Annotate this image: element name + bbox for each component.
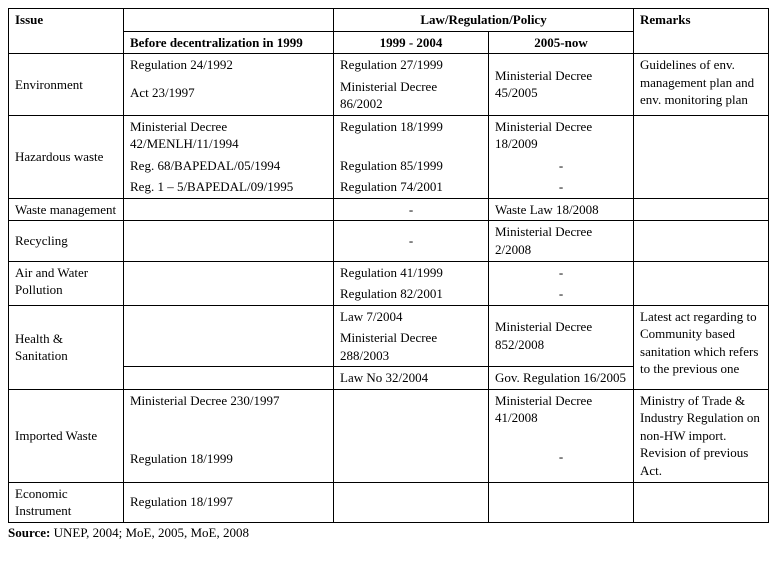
rec-mid: - xyxy=(334,221,489,261)
header-blank-before xyxy=(124,9,334,32)
ei-remarks xyxy=(634,482,769,522)
rec-before xyxy=(124,221,334,261)
ei-now xyxy=(489,482,634,522)
env-before-a: Regulation 24/1992 xyxy=(124,54,334,76)
hs-remarks: Latest act regarding to Community based … xyxy=(634,305,769,389)
regulation-table: Issue Law/Regulation/Policy Remarks Befo… xyxy=(8,8,769,523)
hw-now-b: - xyxy=(489,155,634,177)
header-remarks: Remarks xyxy=(634,9,769,54)
issue-import: Imported Waste xyxy=(9,389,124,482)
header-now: 2005-now xyxy=(489,31,634,54)
issue-airwater: Air and Water Pollution xyxy=(9,261,124,305)
rec-now: Ministerial Decree 2/2008 xyxy=(489,221,634,261)
hw-now-a: Ministerial Decree 18/2009 xyxy=(489,115,634,155)
rec-remarks xyxy=(634,221,769,261)
env-remarks: Guidelines of env. management plan and e… xyxy=(634,54,769,116)
row-environment-a: Environment Regulation 24/1992 Regulatio… xyxy=(9,54,769,76)
wm-before xyxy=(124,198,334,221)
hs-before-a xyxy=(124,305,334,367)
hw-mid-a: Regulation 18/1999 xyxy=(334,115,489,155)
iw-before-b: Regulation 18/1999 xyxy=(124,432,334,482)
wm-mid: - xyxy=(334,198,489,221)
row-hazwaste-a: Hazardous waste Ministerial Decree 42/ME… xyxy=(9,115,769,155)
table-header-row-1: Issue Law/Regulation/Policy Remarks xyxy=(9,9,769,32)
aw-mid-a: Regulation 41/1999 xyxy=(334,261,489,283)
hs-now-b: Gov. Regulation 16/2005 xyxy=(489,367,634,390)
header-before: Before decentralization in 1999 xyxy=(124,31,334,54)
aw-mid-b: Regulation 82/2001 xyxy=(334,283,489,305)
source-label: Source: xyxy=(8,525,50,540)
env-before-b: Act 23/1997 xyxy=(124,76,334,116)
hw-before-c: Reg. 1 – 5/BAPEDAL/09/1995 xyxy=(124,176,334,198)
issue-environment: Environment xyxy=(9,54,124,116)
row-economic: Economic Instrument Regulation 18/1997 xyxy=(9,482,769,522)
header-issue: Issue xyxy=(9,9,124,54)
iw-mid-a xyxy=(334,389,489,432)
ei-before: Regulation 18/1997 xyxy=(124,482,334,522)
issue-hazwaste: Hazardous waste xyxy=(9,115,124,198)
row-airwater-a: Air and Water Pollution Regulation 41/19… xyxy=(9,261,769,283)
hw-now-c: - xyxy=(489,176,634,198)
hw-before-b: Reg. 68/BAPEDAL/05/1994 xyxy=(124,155,334,177)
issue-economic: Economic Instrument xyxy=(9,482,124,522)
issue-health: Health & Sanitation xyxy=(9,305,124,389)
row-health-a: Health & Sanitation Law 7/2004 Ministeri… xyxy=(9,305,769,327)
source-line: Source: UNEP, 2004; MoE, 2005, MoE, 2008 xyxy=(8,525,768,541)
env-mid-b: Ministerial Decree 86/2002 xyxy=(334,76,489,116)
aw-now-b: - xyxy=(489,283,634,305)
hs-now-a: Ministerial Decree 852/2008 xyxy=(489,305,634,367)
issue-wastemgmt: Waste management xyxy=(9,198,124,221)
row-wastemgmt: Waste management - Waste Law 18/2008 xyxy=(9,198,769,221)
hs-mid-b: Ministerial Decree 288/2003 xyxy=(334,327,489,367)
hs-before-b xyxy=(124,367,334,390)
hw-before-a: Ministerial Decree 42/MENLH/11/1994 xyxy=(124,115,334,155)
hs-mid-a: Law 7/2004 xyxy=(334,305,489,327)
aw-now-a: - xyxy=(489,261,634,283)
issue-recycling: Recycling xyxy=(9,221,124,261)
hw-mid-c: Regulation 74/2001 xyxy=(334,176,489,198)
row-import-a: Imported Waste Ministerial Decree 230/19… xyxy=(9,389,769,432)
header-mid: 1999 - 2004 xyxy=(334,31,489,54)
iw-now-a: Ministerial Decree 41/2008 xyxy=(489,389,634,432)
aw-before xyxy=(124,261,334,305)
aw-remarks xyxy=(634,261,769,305)
env-mid-a: Regulation 27/1999 xyxy=(334,54,489,76)
hw-mid-b: Regulation 85/1999 xyxy=(334,155,489,177)
header-law-policy: Law/Regulation/Policy xyxy=(334,9,634,32)
wm-now: Waste Law 18/2008 xyxy=(489,198,634,221)
hw-remarks xyxy=(634,115,769,198)
iw-remarks: Ministry of Trade & Industry Regulation … xyxy=(634,389,769,482)
iw-mid-b xyxy=(334,432,489,482)
wm-remarks xyxy=(634,198,769,221)
iw-now-b: - xyxy=(489,432,634,482)
source-text: UNEP, 2004; MoE, 2005, MoE, 2008 xyxy=(50,525,249,540)
iw-before-a: Ministerial Decree 230/1997 xyxy=(124,389,334,432)
row-recycling: Recycling - Ministerial Decree 2/2008 xyxy=(9,221,769,261)
env-now: Ministerial Decree 45/2005 xyxy=(489,54,634,116)
hs-mid-c: Law No 32/2004 xyxy=(334,367,489,390)
ei-mid xyxy=(334,482,489,522)
